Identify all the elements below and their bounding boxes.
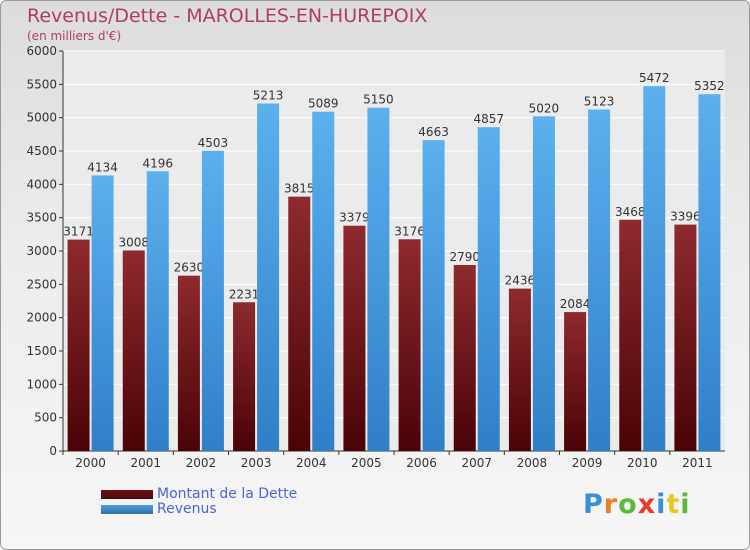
x-tick-label: 2002 [186,456,217,470]
data-label-dette: 2231 [229,287,260,301]
y-tick-label: 500 [34,411,57,425]
bar-revenus [91,175,114,451]
bar-revenus [643,86,666,451]
data-label-revenus: 4663 [418,125,449,139]
bar-dette [122,250,145,451]
data-label-dette: 2790 [449,250,480,264]
y-tick-label: 1000 [26,377,57,391]
data-label-revenus: 4134 [87,160,118,174]
bar-revenus [532,116,555,451]
data-label-revenus: 5020 [529,101,560,115]
data-label-dette: 3815 [284,182,315,196]
chart-subtitle: (en milliers d'€) [27,29,122,43]
data-label-revenus: 5150 [363,93,394,107]
legend-label-dette: Montant de la Dette [157,486,298,502]
bar-dette [674,224,697,451]
x-tick-label: 2005 [351,456,382,470]
data-label-revenus: 4857 [473,112,504,126]
y-tick-label: 4000 [26,177,57,191]
bar-dette [398,239,421,451]
y-tick-label: 5000 [26,111,57,125]
data-label-dette: 2084 [560,297,591,311]
bar-dette [177,275,200,451]
bar-dette [619,219,642,451]
legend-swatch-revenus [101,505,153,514]
data-label-dette: 3171 [63,225,94,239]
x-tick-label: 2007 [461,456,492,470]
bar-revenus [422,140,445,451]
x-tick-label: 2008 [517,456,548,470]
x-tick-label: 2006 [406,456,437,470]
x-tick-label: 2011 [682,456,713,470]
x-tick-label: 2000 [75,456,106,470]
bar-revenus [477,127,500,451]
legend-label-revenus: Revenus [157,501,217,517]
y-tick-label: 0 [49,444,57,458]
data-label-revenus: 5352 [694,79,725,93]
data-label-dette: 3468 [615,205,646,219]
data-label-revenus: 5089 [308,97,339,111]
y-tick-label: 6000 [26,44,57,58]
bar-dette [564,312,587,451]
data-label-dette: 3008 [118,235,149,249]
bar-revenus [146,171,169,451]
data-label-revenus: 5472 [639,71,670,85]
bar-revenus [312,111,335,451]
y-tick-label: 2500 [26,277,57,291]
bar-dette [233,302,256,451]
data-label-dette: 2436 [505,274,536,288]
data-label-dette: 3176 [394,224,425,238]
x-tick-label: 2009 [572,456,603,470]
data-label-dette: 2630 [174,261,205,275]
x-tick-label: 2001 [130,456,161,470]
bar-revenus [588,109,611,451]
bar-dette [453,265,476,451]
bar-dette [67,239,90,451]
data-label-revenus: 5123 [584,94,615,108]
x-tick-label: 2010 [627,456,658,470]
bar-revenus [201,150,224,452]
data-label-dette: 3379 [339,211,370,225]
bar-revenus [698,94,721,451]
x-tick-label: 2004 [296,456,327,470]
bar-dette [508,288,531,451]
y-tick-label: 3000 [26,244,57,258]
data-label-revenus: 4196 [142,156,173,170]
bar-revenus [367,107,390,452]
data-label-dette: 3396 [670,210,701,224]
bar-dette [343,225,366,451]
y-tick-label: 5500 [26,77,57,91]
y-tick-label: 1500 [26,344,57,358]
data-label-revenus: 5213 [253,88,284,102]
chart-title: Revenus/Dette - MAROLLES-EN-HUREPOIX [27,5,428,27]
legend-swatch-dette [101,490,153,499]
data-label-revenus: 4503 [198,136,229,150]
proxiti-logo: Proxiti [583,489,691,520]
bar-revenus [257,103,280,451]
y-tick-label: 4500 [26,144,57,158]
bar-dette [288,196,311,451]
x-tick-label: 2003 [241,456,272,470]
y-tick-label: 2000 [26,311,57,325]
y-tick-label: 3500 [26,211,57,225]
